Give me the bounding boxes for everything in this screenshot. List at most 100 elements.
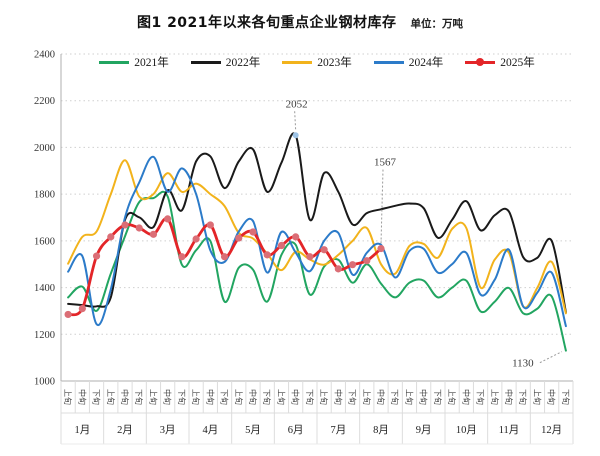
x-period-label: 中旬 <box>547 389 557 405</box>
x-period-label: 上旬 <box>276 389 286 405</box>
x-period-label: 下旬 <box>305 389 315 405</box>
x-period-label: 下旬 <box>433 389 443 405</box>
x-period-label: 上旬 <box>362 389 372 405</box>
x-period-label: 上旬 <box>404 389 414 405</box>
annotation-label-1130: 1130 <box>512 358 534 370</box>
legend-marker-dot <box>476 58 485 66</box>
series-marker-2025 <box>348 261 357 269</box>
series-line-2024 <box>67 155 567 328</box>
y-tick-label-1200: 1200 <box>34 330 55 341</box>
x-period-label: 中旬 <box>205 389 215 405</box>
annotation-leader-1567 <box>380 169 384 244</box>
series-line-2023 <box>67 159 567 315</box>
x-month-label-1: 1月 <box>74 424 90 436</box>
x-period-label: 中旬 <box>291 389 301 405</box>
x-period-label: 上旬 <box>148 389 158 405</box>
x-period-label: 下旬 <box>348 389 358 405</box>
series-marker-2025 <box>306 253 314 261</box>
series-marker-2025 <box>149 230 158 238</box>
x-period-label: 中旬 <box>333 389 343 405</box>
x-period-label: 上旬 <box>490 389 500 405</box>
legend-item-2025: 2025年 <box>465 54 535 70</box>
x-period-label: 上旬 <box>106 389 116 405</box>
x-period-label: 下旬 <box>220 389 230 405</box>
legend-label-2024: 2024年 <box>408 57 444 69</box>
series-marker-2025 <box>192 235 200 243</box>
x-period-label: 上旬 <box>447 389 457 405</box>
legend-swatch-2023 <box>282 60 313 64</box>
series-marker-2025 <box>178 253 186 261</box>
series-marker-2025 <box>277 241 286 250</box>
series-marker-2025 <box>206 221 214 229</box>
x-period-label: 中旬 <box>504 389 514 405</box>
x-period-label: 中旬 <box>461 389 471 405</box>
x-period-label: 下旬 <box>518 389 528 405</box>
series-marker-2025 <box>78 304 86 313</box>
series-marker-2025 <box>249 228 257 236</box>
y-tick-label-1000: 1000 <box>34 377 55 388</box>
legend-swatch-2025 <box>465 58 496 66</box>
series-marker-2025 <box>292 233 300 241</box>
x-period-label: 上旬 <box>191 389 201 405</box>
annotation-leader-2052 <box>294 111 297 131</box>
x-month-label-9: 9月 <box>416 424 432 436</box>
legend-label-2025: 2025年 <box>500 57 535 69</box>
series-marker-2025 <box>64 310 72 319</box>
x-month-label-12: 12月 <box>541 424 562 436</box>
x-period-label: 中旬 <box>120 389 130 405</box>
series-marker-2025 <box>320 246 328 254</box>
annotation-leader-1130 <box>539 351 563 364</box>
series-marker-2025 <box>220 253 229 261</box>
legend-label-2022: 2022年 <box>225 57 261 69</box>
x-period-label: 下旬 <box>134 389 144 405</box>
y-tick-label-2200: 2200 <box>34 96 55 107</box>
x-period-label: 中旬 <box>77 389 87 405</box>
series-marker-2025 <box>334 265 342 273</box>
series-marker-2025 <box>263 251 271 259</box>
x-period-label: 上旬 <box>234 389 244 405</box>
chart-title: 图1 2021年以来各旬重点企业钢材库存 <box>136 15 397 31</box>
x-period-label: 下旬 <box>262 389 272 405</box>
annotation-label-1567: 1567 <box>374 157 397 169</box>
series-marker-2025 <box>135 224 143 232</box>
legend-label-2023: 2023年 <box>317 57 352 69</box>
chart-legend: 2021年 2022年 2023年 2024年 2025年 <box>61 54 573 70</box>
series-marker-2025 <box>377 244 385 253</box>
legend-item-2024: 2024年 <box>373 54 444 70</box>
unit-label: 单位：万吨 <box>410 18 464 30</box>
legend-item-2021: 2021年 <box>99 54 169 70</box>
x-month-label-8: 8月 <box>373 424 389 436</box>
x-period-label: 中旬 <box>248 389 258 405</box>
x-period-label: 上旬 <box>532 389 542 405</box>
x-period-label: 中旬 <box>419 389 429 405</box>
y-tick-label-2400: 2400 <box>34 50 55 61</box>
x-period-label: 中旬 <box>376 389 386 405</box>
y-tick-label-1800: 1800 <box>34 190 55 201</box>
annotated-point-marker <box>292 132 299 139</box>
y-tick-label-1400: 1400 <box>34 283 55 294</box>
x-period-label: 上旬 <box>63 389 73 405</box>
legend-swatch-2021 <box>99 60 130 64</box>
series-marker-2025 <box>92 252 101 260</box>
x-period-label: 下旬 <box>561 389 571 405</box>
x-month-label-11: 11月 <box>499 424 520 436</box>
x-month-label-5: 5月 <box>245 424 261 436</box>
x-period-label: 下旬 <box>177 389 187 405</box>
x-period-label: 上旬 <box>319 389 329 405</box>
series-line-2021 <box>67 190 567 352</box>
x-month-label-3: 3月 <box>160 424 176 436</box>
series-marker-2025 <box>107 233 115 241</box>
series-marker-2025 <box>164 215 172 223</box>
x-month-label-7: 7月 <box>330 424 346 436</box>
x-period-label: 下旬 <box>476 389 486 405</box>
x-month-label-6: 6月 <box>288 424 304 436</box>
x-period-label: 下旬 <box>92 389 102 405</box>
legend-label-2021: 2021年 <box>134 57 169 69</box>
x-period-label: 中旬 <box>163 389 173 405</box>
legend-swatch-2022 <box>190 60 221 64</box>
x-month-label-2: 2月 <box>117 424 133 436</box>
legend-swatch-2024 <box>373 60 404 64</box>
series-marker-2025 <box>235 234 243 242</box>
